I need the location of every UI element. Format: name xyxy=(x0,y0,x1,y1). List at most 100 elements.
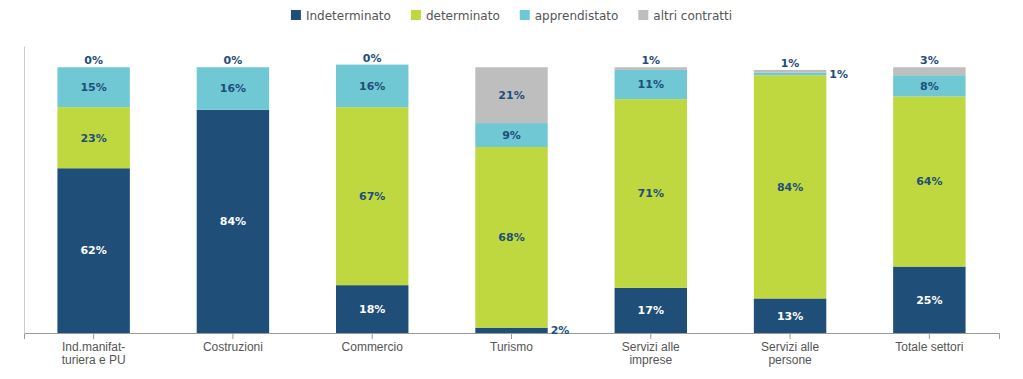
bar-segment xyxy=(615,99,687,288)
x-tick-label-line: Costruzioni xyxy=(203,340,263,354)
x-tick-mark xyxy=(790,333,791,339)
bars xyxy=(57,65,965,333)
x-axis: Ind.manifat-turiera e PU Costruzioni Comme… xyxy=(25,333,1000,367)
legend-label: Indeterminato xyxy=(306,9,391,23)
x-tick-mark xyxy=(93,333,94,339)
x-tick-label-line: Servizi alle xyxy=(622,340,680,354)
legend-item: apprendistato xyxy=(520,9,619,23)
x-tick-label: Servizi allepersone xyxy=(761,340,819,368)
bar-segment xyxy=(615,67,687,70)
legend-swatch xyxy=(638,10,648,20)
x-tick: Servizi allepersone xyxy=(761,333,819,367)
x-tick-mark xyxy=(511,333,512,339)
data-label: 84% xyxy=(220,215,246,228)
bar-segment xyxy=(336,285,408,333)
data-label: 71% xyxy=(638,187,664,200)
legend-swatch xyxy=(411,10,421,20)
bar-segment xyxy=(893,75,965,96)
data-label: 0% xyxy=(224,54,243,67)
data-label: 16% xyxy=(220,82,246,95)
data-label: 9% xyxy=(502,129,521,142)
bar-segment xyxy=(754,70,826,73)
data-label: 2% xyxy=(551,324,570,337)
data-label: 67% xyxy=(359,190,385,203)
legend-item: altri contratti xyxy=(638,9,732,23)
data-labels: 62% 84% 18% 2% 17% 13% 25% 23% 67% 68% 71% 84% 64% 15… xyxy=(80,52,942,338)
bar-segment xyxy=(57,168,129,333)
data-label: 64% xyxy=(916,175,942,188)
chart: Ind.manifat-turiera e PU Costruzioni Comme… xyxy=(0,0,1023,379)
data-label: 23% xyxy=(80,132,106,145)
bar-segment xyxy=(893,67,965,75)
data-label: 1% xyxy=(781,57,800,70)
x-tick-mark xyxy=(232,333,233,339)
x-tick-label-line: Commercio xyxy=(342,340,404,354)
x-tick-label: Turismo xyxy=(490,340,533,354)
data-label: 3% xyxy=(920,54,939,67)
x-tick-label-line: Turismo xyxy=(490,340,533,354)
plot: Ind.manifat-turiera e PU Costruzioni Comme… xyxy=(25,47,1000,368)
bar-segment xyxy=(615,70,687,99)
data-label: 1% xyxy=(641,54,660,67)
x-axis-line xyxy=(25,334,1000,340)
data-label: 11% xyxy=(638,78,664,91)
bar-segment xyxy=(57,67,129,107)
legend-label: altri contratti xyxy=(653,9,732,23)
bar-segment xyxy=(754,73,826,76)
legend-item: determinato xyxy=(411,9,500,23)
data-label: 62% xyxy=(80,244,106,257)
data-label: 25% xyxy=(916,294,942,307)
x-tick-mark xyxy=(929,333,930,339)
x-tick-label-line: persone xyxy=(768,353,812,367)
x-tick-label-line: Servizi alle xyxy=(761,340,819,354)
data-label: 1% xyxy=(829,68,848,81)
bar-segment xyxy=(475,147,547,328)
x-tick-label: Ind.manifat-turiera e PU xyxy=(62,340,126,368)
data-label: 0% xyxy=(84,54,103,67)
legend-swatch xyxy=(291,10,301,20)
x-tick-label: Servizi alleimprese xyxy=(622,340,680,368)
legend: Indeterminato determinato apprendistato alt… xyxy=(291,9,732,23)
x-tick-mark xyxy=(650,333,651,339)
data-label: 84% xyxy=(777,181,803,194)
x-tick-label-line: Totale settori xyxy=(895,340,963,354)
bar-segment xyxy=(197,67,269,110)
x-tick-label-line: imprese xyxy=(629,353,672,367)
x-tick-label: Costruzioni xyxy=(203,340,263,354)
data-label: 0% xyxy=(363,52,382,65)
x-tick: Costruzioni xyxy=(203,333,263,354)
x-tick: Commercio xyxy=(342,333,404,354)
bar-segment xyxy=(57,107,129,168)
bar-segment xyxy=(893,96,965,266)
x-tick-mark xyxy=(372,333,373,339)
bar-segment xyxy=(754,75,826,298)
data-label: 21% xyxy=(498,89,524,102)
x-tick: Turismo xyxy=(490,333,533,354)
data-label: 16% xyxy=(359,80,385,93)
y-axis xyxy=(24,47,25,334)
legend-swatch xyxy=(520,10,530,20)
x-tick-label-line: turiera e PU xyxy=(62,353,126,367)
legend-item: Indeterminato xyxy=(291,9,391,23)
y-axis-line xyxy=(24,47,25,334)
bar-segment xyxy=(336,65,408,108)
data-label: 18% xyxy=(359,303,385,316)
bar-segment xyxy=(754,298,826,333)
x-tick-label-line: Ind.manifat- xyxy=(62,340,125,354)
legend-label: apprendistato xyxy=(535,9,619,23)
bar-segment xyxy=(336,107,408,285)
bar-segment xyxy=(475,123,547,147)
data-label: 15% xyxy=(80,81,106,94)
x-tick: Ind.manifat-turiera e PU xyxy=(62,333,126,367)
bar-segment xyxy=(893,267,965,333)
bar-segment xyxy=(475,67,547,123)
data-label: 13% xyxy=(777,310,803,323)
data-label: 68% xyxy=(498,231,524,244)
bar-segment xyxy=(475,328,547,333)
data-label: 17% xyxy=(638,304,664,317)
x-tick: Totale settori xyxy=(895,333,963,354)
legend-label: determinato xyxy=(426,9,500,23)
x-tick-label: Totale settori xyxy=(895,340,963,354)
bar-segment xyxy=(615,288,687,333)
x-tick: Servizi alleimprese xyxy=(622,333,680,367)
